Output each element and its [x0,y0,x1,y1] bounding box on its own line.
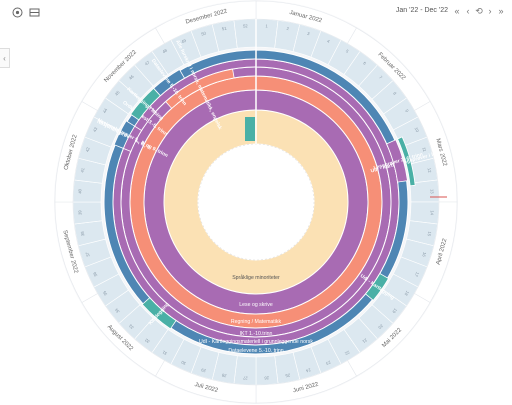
week-number: 4 [326,38,331,44]
previous-period-button[interactable]: ‹ [466,6,470,16]
week-number: 3 [307,31,311,37]
week-number: 44 [102,107,109,114]
activity-segment[interactable] [165,68,235,109]
week-number: 36 [92,271,99,278]
week-number: 2 [286,26,290,31]
week-number: 38 [80,230,86,236]
activity-rings [103,19,409,355]
week-number: 27 [242,375,248,380]
week-number: 25 [284,373,290,379]
week-number: 11 [421,147,427,153]
wheel-center [197,143,315,261]
week-number: 5 [345,48,350,54]
week-number: 37 [84,251,90,258]
week-number: 41 [80,167,86,173]
week-number: 47 [144,59,151,66]
ring-label: Dataelevene 5.-10. trinn [228,348,283,354]
week-number: 32 [143,337,150,344]
week-number: 29 [200,367,207,373]
week-number: 49 [180,38,187,45]
next-period-button[interactable]: › [488,6,492,16]
week-number: 46 [128,73,135,80]
week-number: 21 [361,337,368,344]
week-number: 39 [77,210,82,216]
week-number: 34 [113,307,120,314]
week-number: 14 [429,210,434,216]
week-number: 20 [377,323,384,330]
week-number: 19 [391,307,398,314]
week-number: 23 [325,360,332,367]
week-number: 7 [378,75,384,81]
week-number: 50 [201,30,208,36]
week-number: 35 [101,289,108,296]
week-number: 6 [362,60,367,66]
ring-label: Språklige minoriteter [232,274,280,281]
week-number: 10 [414,126,421,133]
week-number: 22 [343,350,350,357]
week-number: 16 [421,252,427,259]
ring-label: UdI - Kartleggingsmateriell i grunnlegge… [199,339,313,345]
week-number: 26 [264,375,270,380]
week-number: 51 [221,26,227,32]
activity-segment[interactable] [364,272,390,301]
last-period-button[interactable]: » [498,6,504,16]
circle-view-icon[interactable] [10,5,24,19]
week-number: 33 [127,323,134,330]
first-period-button[interactable]: « [454,6,460,16]
week-number: 30 [180,359,187,366]
toolbar: Jan '22 - Dec '22 « ‹ ⟲ › » [0,0,512,24]
list-view-icon[interactable] [27,5,41,19]
week-number: 17 [413,271,420,278]
center-teal-marker[interactable] [245,117,255,141]
week-number: 31 [161,349,168,356]
week-number: 9 [404,108,410,113]
week-number: 43 [92,126,99,133]
week-number: 24 [305,367,312,373]
week-number: 8 [392,91,398,96]
activity-segment[interactable] [141,297,177,330]
week-number: 12 [427,167,433,173]
ring-label: IKT 1.-10.trinn [240,331,273,337]
week-number: 45 [114,89,121,96]
week-number: 1 [265,23,268,28]
ring-labels: Språklige minoriteter Lese og skrive Regni… [199,274,313,354]
week-number: 42 [85,146,91,153]
activity-segment[interactable] [386,139,408,183]
reset-period-button[interactable]: ⟲ [475,5,483,16]
activity-segment[interactable] [130,87,161,121]
week-number: 40 [77,188,82,194]
activity-segment[interactable] [153,68,186,97]
week-number: 28 [221,373,227,379]
left-panel-toggle[interactable]: ‹ [0,48,10,68]
week-number: 15 [427,231,433,237]
week-number: 18 [403,290,410,297]
ring-label: Regning / Matematikk [231,319,282,325]
ring-label: Lese og skrive [239,302,273,308]
date-range-label: Jan '22 - Dec '22 [395,7,448,14]
activity-segment[interactable] [397,136,416,187]
week-number: 13 [429,189,434,195]
week-number: 48 [161,47,168,54]
week-number: 52 [243,23,249,28]
